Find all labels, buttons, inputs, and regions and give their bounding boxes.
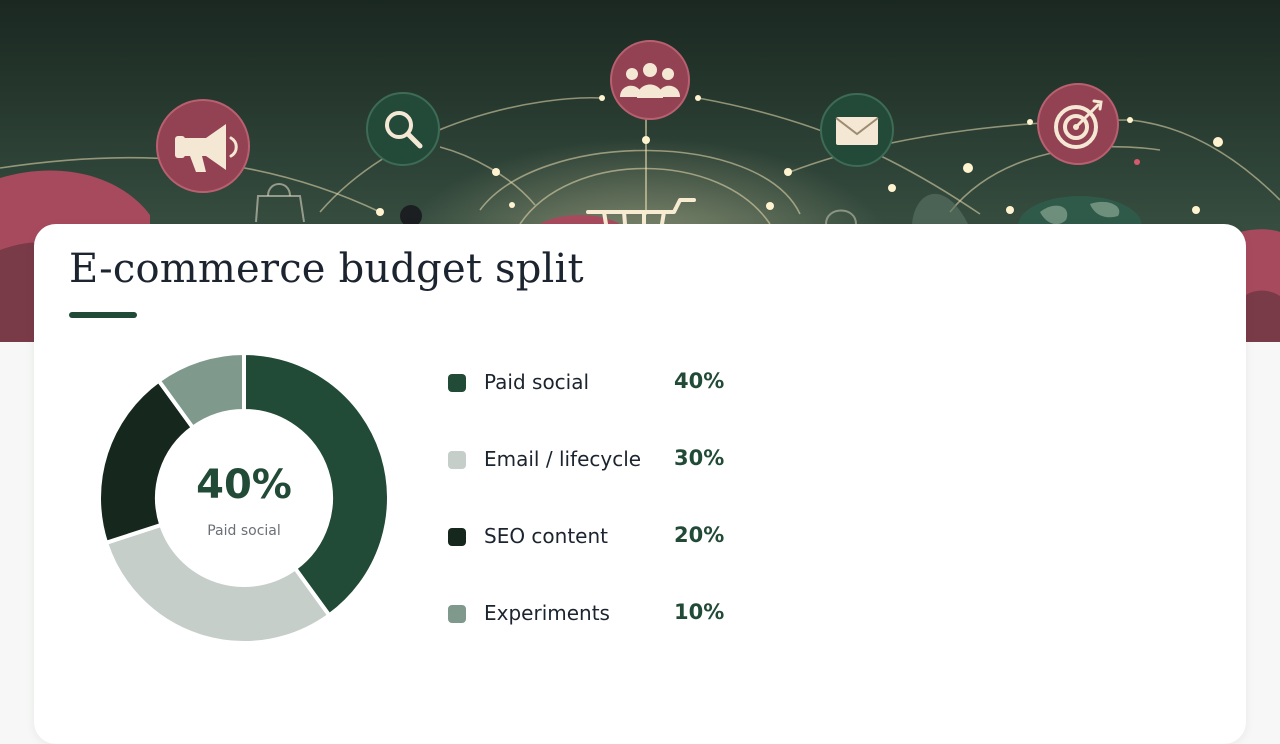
- megaphone-icon: [156, 99, 250, 193]
- donut-center-label: Paid social: [207, 523, 281, 539]
- legend-swatch: [448, 451, 466, 469]
- donut-slice-0: [242, 351, 391, 618]
- legend-value: 20%: [674, 523, 725, 547]
- legend-item: Email / lifecycle 30%: [446, 441, 746, 518]
- donut-center-value: 40%: [196, 462, 292, 508]
- legend-value: 40%: [674, 369, 725, 393]
- mail-icon: [820, 93, 894, 167]
- legend-value: 30%: [674, 446, 725, 470]
- legend-item: Paid social 40%: [446, 364, 746, 441]
- legend-swatch: [448, 605, 466, 623]
- chart-card: E-commerce budget split 40% Paid social …: [34, 224, 1246, 744]
- legend-item: Experiments 10%: [446, 595, 746, 672]
- title-underline: [69, 312, 137, 318]
- legend-label: Email / lifecycle: [484, 447, 642, 471]
- chart-legend: Paid social 40% Email / lifecycle 30% SEO co…: [446, 364, 746, 672]
- legend-label: Experiments: [484, 601, 610, 625]
- legend-swatch: [448, 374, 466, 392]
- legend-label: Paid social: [484, 370, 590, 394]
- legend-value: 10%: [674, 600, 725, 624]
- legend-label: SEO content: [484, 524, 609, 548]
- people-icon: [610, 40, 690, 120]
- shopping-cart-icon: [586, 198, 696, 226]
- donut-slice-3: [156, 351, 246, 430]
- legend-swatch: [448, 528, 466, 546]
- donut-slice-1: [104, 522, 332, 645]
- legend-item: SEO content 20%: [446, 518, 746, 595]
- donut-chart: [97, 351, 391, 645]
- search-icon: [366, 92, 440, 166]
- chart-title: E-commerce budget split: [69, 246, 584, 292]
- target-icon: [1037, 83, 1119, 165]
